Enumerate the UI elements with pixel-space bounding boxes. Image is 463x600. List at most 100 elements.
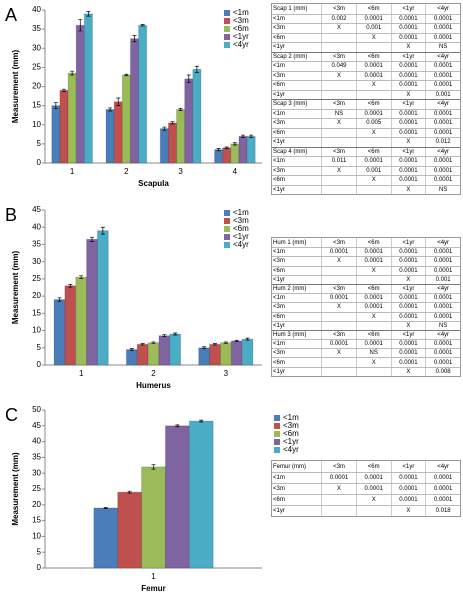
error-bar xyxy=(178,107,183,111)
table-cell: <1yr xyxy=(273,322,285,329)
table-cell: <1yr xyxy=(390,100,426,109)
table-cell: 0.0001 xyxy=(355,473,391,483)
table-cell: <1yr xyxy=(390,147,426,156)
table-cell: <3m xyxy=(321,100,356,109)
error-bar xyxy=(202,346,207,350)
error-bar xyxy=(61,88,66,92)
y-tick-label: 50 xyxy=(32,405,41,414)
error-bar xyxy=(175,424,180,428)
table-cell: 0.0001 xyxy=(390,71,426,80)
bar xyxy=(141,466,166,569)
table-cell: X xyxy=(390,275,426,284)
table-cell: <1m xyxy=(273,475,285,481)
table-row: <1m 0.002 0.0001 0.0001 0.0001 xyxy=(272,13,460,23)
table-cell: <3m xyxy=(321,284,356,294)
error-bar xyxy=(140,24,145,27)
table-cell: 0.0001 xyxy=(390,119,426,128)
legend-swatch xyxy=(274,439,280,445)
error-bar xyxy=(57,297,62,302)
error-bar xyxy=(224,146,229,149)
y-tick-label: 25 xyxy=(32,62,41,71)
legend-label: <4yr xyxy=(233,40,249,49)
table-cell: 0.001 xyxy=(425,275,460,284)
table-cell: <1m xyxy=(273,63,285,70)
table-cell: X xyxy=(355,312,391,321)
bar xyxy=(83,13,93,164)
table-cell: <1yr xyxy=(273,186,285,193)
table-cell xyxy=(355,43,391,52)
error-bar xyxy=(151,464,156,470)
table-cell: <3m xyxy=(321,147,356,156)
table-row: Scap 1 (mm) <3m <6m <1yr <4yr xyxy=(272,4,460,14)
bar xyxy=(164,425,190,569)
legend-swatch xyxy=(224,210,230,216)
table-cell: <1m xyxy=(273,249,285,256)
table-cell: 0.0001 xyxy=(321,340,356,349)
panel-label: A xyxy=(5,5,17,25)
panel-label: C xyxy=(5,405,18,425)
table-cell xyxy=(355,367,391,376)
legend-swatch xyxy=(224,26,230,32)
table-cell: <3m xyxy=(273,350,285,357)
table-cell: <1yr xyxy=(390,238,426,248)
table-cell: X xyxy=(390,185,426,194)
table-cell: 0.049 xyxy=(321,62,356,71)
legend-swatch xyxy=(274,415,280,421)
error-bar xyxy=(70,70,75,76)
y-tick-label: 35 xyxy=(32,240,41,249)
table-cell: X xyxy=(321,484,356,494)
error-bar xyxy=(86,11,91,17)
table-header-row: Scap 3 (mm) <3m <6m <1yr <4yr xyxy=(272,99,460,109)
table-cell: 0.0001 xyxy=(390,157,426,166)
table-cell: 0.0001 xyxy=(390,176,426,185)
bar xyxy=(51,105,61,164)
error-bar xyxy=(194,65,199,73)
bar xyxy=(75,276,88,366)
table-cell: <3m xyxy=(321,4,356,14)
legend-swatch xyxy=(274,431,280,437)
table-cell: 0.0001 xyxy=(390,303,426,312)
table-cell: X xyxy=(321,119,356,128)
table-cell: <1yr xyxy=(390,461,426,472)
table-cell: X xyxy=(355,495,391,505)
table-cell: NS xyxy=(425,185,460,194)
table-cell: 0.018 xyxy=(425,506,460,516)
table-cell: 0.0001 xyxy=(390,312,426,321)
y-tick-label: 40 xyxy=(32,222,41,231)
table-cell: 0.0001 xyxy=(425,266,460,275)
table-cell: 0.0001 xyxy=(355,62,391,71)
table-cell: 0.0001 xyxy=(425,495,460,505)
y-tick-label: 10 xyxy=(32,532,41,541)
error-bar xyxy=(78,19,83,32)
table-cell: 0.0001 xyxy=(425,358,460,367)
legend-swatch xyxy=(274,447,280,453)
bar xyxy=(147,342,160,366)
table-cell: <3m xyxy=(273,25,285,32)
table-cell: Scap 3 (mm) xyxy=(273,101,308,108)
table-cell: 0.0001 xyxy=(355,71,391,80)
legend-swatch xyxy=(224,34,230,40)
table-cell: <4yr xyxy=(425,284,460,294)
error-bar xyxy=(100,226,105,235)
y-tick-label: 45 xyxy=(32,205,41,214)
table-cell: <6m xyxy=(355,238,391,248)
bar xyxy=(198,347,211,366)
bar xyxy=(238,135,248,164)
table-cell: <6m xyxy=(355,330,391,340)
table-header-row: Scap 2 (mm) <3m <6m <1yr <4yr xyxy=(272,51,460,61)
table-cell: <4yr xyxy=(425,100,460,109)
bar xyxy=(75,24,85,164)
y-tick-label: 5 xyxy=(37,547,42,556)
legend-label: <6m xyxy=(283,429,299,438)
bar xyxy=(96,230,109,366)
table-cell: X xyxy=(321,71,356,80)
table-cell: <1yr xyxy=(390,52,426,61)
table-row: <1m 0.0001 0.0001 0.0001 0.0001 xyxy=(272,293,460,303)
table-cell: <1yr xyxy=(390,330,426,340)
bar xyxy=(138,24,148,164)
table-cell xyxy=(321,367,356,376)
table-row: <3m X 0.0001 0.0001 0.0001 xyxy=(272,70,460,80)
table-row: <6m X 0.0001 0.0001 xyxy=(272,80,460,90)
y-tick-label: 30 xyxy=(32,257,41,266)
table-row: <1yr X NS xyxy=(272,320,460,330)
